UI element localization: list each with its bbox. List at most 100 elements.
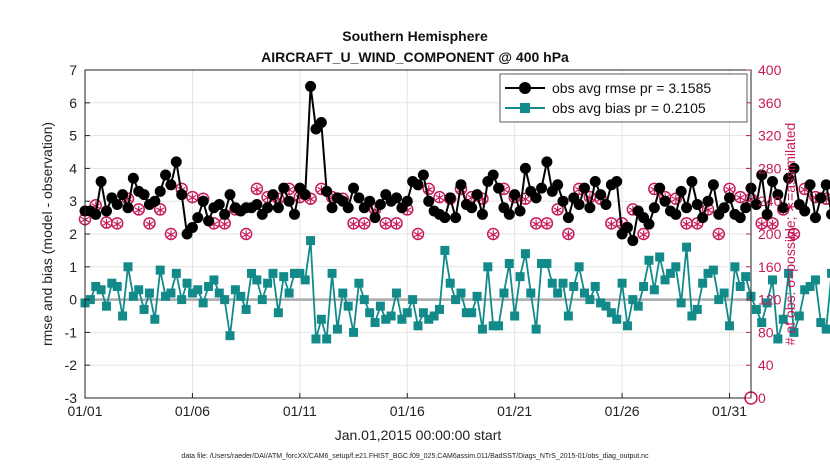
obs-possible-marker — [411, 227, 425, 241]
rmse-point — [654, 182, 666, 194]
obs-assimilated-marker: ∗ — [552, 202, 564, 218]
rmse-point — [117, 189, 129, 201]
bias-point — [606, 308, 616, 318]
obs-assimilated-marker: ∗ — [251, 182, 263, 198]
rmse-point — [326, 202, 338, 214]
bias-point — [537, 259, 547, 269]
bias-point — [230, 285, 240, 295]
obs-assimilated-marker: ∗ — [466, 190, 478, 206]
rmse-point — [514, 205, 526, 217]
rmse-point — [197, 195, 209, 207]
rmse-point — [471, 189, 483, 201]
rmse-point — [165, 179, 177, 191]
rmse-point — [138, 189, 150, 201]
rmse-point — [262, 202, 274, 214]
bias-point — [563, 311, 573, 321]
obs-assimilated-marker: ∗ — [111, 216, 123, 232]
bias-point — [499, 288, 509, 298]
rmse-point — [718, 202, 730, 214]
rmse-point — [648, 202, 660, 214]
rmse-point — [95, 176, 107, 188]
rmse-point — [186, 221, 198, 233]
bias-point — [472, 291, 482, 301]
y2-tick-label: 400 — [758, 62, 782, 78]
rmse-point — [450, 212, 462, 224]
rmse-series — [79, 80, 830, 247]
bias-point — [649, 285, 659, 295]
obs-assimilated-marker: ∗ — [315, 182, 327, 198]
rmse-point — [487, 169, 499, 181]
obs-assimilated-marker: ∗ — [412, 227, 424, 243]
rmse-point — [589, 176, 601, 188]
rmse-point — [476, 208, 488, 220]
x-tick-label: 01/21 — [497, 403, 532, 419]
bias-point — [542, 259, 552, 269]
y-axis-label: rmse and bias (model - observation) — [39, 122, 55, 346]
rmse-point — [809, 212, 821, 224]
bias-point — [322, 334, 332, 344]
bias-point — [477, 324, 487, 334]
bias-point — [590, 281, 600, 291]
bias-point — [714, 295, 724, 305]
obs-possible-marker — [669, 192, 683, 205]
bias-point — [596, 298, 606, 308]
bias-point — [827, 268, 830, 278]
bias-point — [370, 318, 380, 328]
rmse-point — [391, 192, 403, 204]
bias-point — [171, 268, 181, 278]
legend-bias-label: obs avg bias pr = 0.2105 — [552, 100, 706, 116]
bias-point — [85, 295, 95, 305]
obs-assimilated-marker: ∗ — [240, 227, 252, 243]
bias-point — [279, 272, 289, 282]
rmse-point — [315, 116, 327, 128]
rmse-point — [122, 202, 134, 214]
y-tick-label: 3 — [69, 193, 77, 209]
bias-point — [558, 278, 568, 288]
bias-point — [193, 285, 203, 295]
obs-possible-marker — [787, 227, 801, 241]
obs-assimilated-marker: ∗ — [380, 216, 392, 232]
obs-assimilated-marker: ∗ — [573, 182, 585, 198]
y-tick-label: -2 — [65, 357, 78, 373]
bias-point — [569, 281, 579, 291]
rmse-point — [541, 156, 553, 168]
rmse-point — [675, 185, 687, 197]
bias-point — [655, 252, 665, 262]
rmse-point — [557, 195, 569, 207]
obs-assimilated-marker: ∗ — [498, 182, 510, 198]
rmse-point — [127, 172, 139, 184]
bias-point — [225, 331, 235, 341]
obs-assimilated-marker: ∗ — [358, 216, 370, 232]
rmse-point — [691, 198, 703, 210]
bias-point — [708, 265, 718, 275]
obs-assimilated-marker: ∗ — [670, 192, 682, 208]
obs-assimilated-marker: ∗ — [423, 182, 435, 198]
bias-point — [306, 236, 316, 246]
obs-assimilated-marker: ∗ — [401, 202, 413, 218]
rmse-point — [439, 212, 451, 224]
bias-point — [118, 311, 128, 321]
bias-point — [139, 304, 149, 314]
bias-point — [300, 275, 310, 285]
bias-point — [719, 288, 729, 298]
bias-point — [386, 311, 396, 321]
bias-point — [327, 268, 337, 278]
obs-assimilated-marker: ∗ — [681, 216, 693, 232]
obs-assimilated-marker: ∗ — [767, 216, 779, 232]
bias-point — [628, 295, 638, 305]
rmse-point — [111, 198, 123, 210]
rmse-point — [305, 80, 317, 92]
obs-assimilated-marker: ∗ — [563, 227, 575, 243]
bias-series — [80, 236, 830, 344]
bias-point — [182, 278, 192, 288]
rmse-point — [734, 212, 746, 224]
rmse-point — [740, 202, 752, 214]
bias-point — [805, 281, 815, 291]
obs-possible-marker — [712, 227, 726, 241]
rmse-point — [417, 169, 429, 181]
bias-point — [257, 295, 267, 305]
rmse-point — [627, 235, 639, 247]
obs-possible-marker — [239, 227, 253, 241]
obs-assimilated-marker: ∗ — [187, 190, 199, 206]
obs-possible-marker — [110, 217, 124, 230]
